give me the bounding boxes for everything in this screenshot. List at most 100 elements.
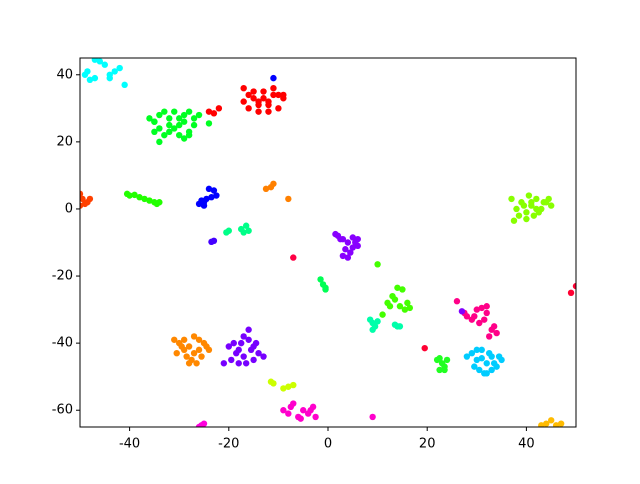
point	[572, 282, 576, 290]
point	[490, 360, 498, 367]
point	[538, 422, 545, 427]
point	[195, 346, 203, 354]
point	[84, 68, 91, 75]
point	[205, 108, 213, 115]
point	[210, 187, 218, 194]
point	[252, 339, 260, 347]
point	[185, 343, 193, 350]
point	[510, 217, 518, 224]
point	[171, 125, 178, 132]
point	[533, 205, 540, 213]
point	[317, 276, 324, 283]
point	[171, 108, 178, 115]
y-tick-label: 0	[65, 201, 73, 216]
point	[205, 120, 213, 127]
point	[379, 311, 386, 318]
point	[84, 199, 91, 206]
point	[195, 336, 203, 343]
point	[203, 195, 210, 203]
point	[290, 254, 297, 261]
point	[228, 356, 235, 364]
point	[421, 344, 428, 352]
x-tick-label: 20	[419, 437, 436, 452]
point	[307, 407, 314, 414]
point	[520, 202, 528, 209]
point	[200, 420, 208, 427]
point	[285, 383, 292, 390]
point	[230, 339, 237, 347]
point	[300, 407, 307, 414]
point	[208, 194, 215, 201]
point	[200, 202, 208, 209]
point	[483, 303, 490, 310]
point	[473, 356, 480, 364]
point	[463, 313, 471, 320]
point	[235, 360, 242, 367]
point	[374, 261, 381, 268]
point	[265, 108, 272, 115]
point	[280, 385, 287, 392]
point	[210, 237, 218, 245]
point	[557, 420, 565, 427]
point	[176, 131, 183, 139]
x-tick-label: -20	[218, 437, 239, 452]
point	[121, 81, 128, 89]
point	[540, 199, 547, 206]
point	[270, 380, 277, 387]
point	[369, 413, 376, 421]
point	[342, 246, 349, 253]
point	[453, 298, 461, 305]
point	[287, 403, 294, 411]
point	[240, 333, 247, 340]
point	[245, 326, 252, 333]
point	[203, 343, 210, 350]
point	[493, 329, 500, 337]
point	[280, 91, 287, 99]
point	[285, 410, 292, 417]
point	[374, 318, 381, 325]
point	[490, 323, 498, 330]
point	[436, 366, 443, 374]
point	[354, 235, 361, 243]
point	[401, 306, 409, 313]
point	[530, 212, 538, 219]
point	[473, 346, 480, 354]
point	[471, 313, 478, 320]
point	[250, 356, 257, 364]
point	[255, 108, 262, 115]
point	[183, 353, 190, 360]
point	[270, 74, 277, 82]
point	[483, 370, 490, 377]
point	[141, 195, 148, 203]
point	[178, 343, 185, 350]
point	[151, 128, 158, 135]
point	[394, 284, 401, 291]
point	[275, 91, 282, 99]
point	[523, 209, 530, 216]
point	[185, 131, 193, 139]
point	[225, 227, 232, 234]
point	[513, 205, 520, 213]
point	[225, 343, 232, 350]
point	[176, 121, 183, 129]
point	[180, 135, 188, 142]
point	[337, 235, 344, 243]
point	[270, 91, 277, 99]
point	[240, 353, 247, 360]
point	[486, 350, 493, 357]
x-tick-label: 40	[518, 437, 535, 452]
point	[481, 316, 488, 323]
point	[190, 121, 198, 129]
point	[185, 360, 193, 367]
point	[486, 333, 493, 340]
point	[245, 336, 252, 343]
point	[245, 91, 252, 99]
point	[458, 308, 466, 315]
point	[156, 125, 163, 132]
point	[441, 366, 448, 374]
y-tick-label: 20	[56, 134, 73, 149]
point	[260, 88, 267, 95]
point	[166, 115, 173, 122]
point	[399, 286, 406, 293]
